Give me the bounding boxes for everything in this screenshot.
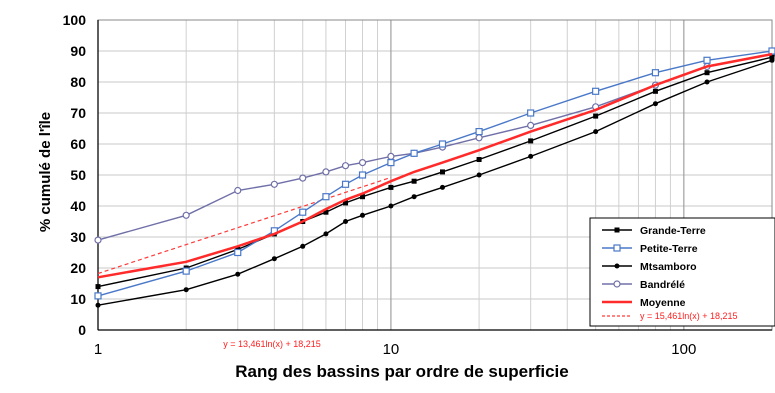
data-point bbox=[94, 236, 102, 244]
legend-trendline-label: y = 15,461ln(x) + 18,215 bbox=[640, 311, 738, 321]
data-point bbox=[234, 186, 242, 195]
data-point bbox=[343, 219, 349, 224]
legend-label: Mtsamboro bbox=[640, 261, 697, 273]
data-point bbox=[341, 180, 350, 188]
data-point bbox=[528, 153, 534, 159]
y-axis-label: % cumulé de l'île bbox=[37, 112, 54, 232]
data-point bbox=[387, 152, 395, 160]
data-point bbox=[234, 248, 242, 257]
data-point bbox=[704, 70, 710, 76]
data-point bbox=[94, 292, 102, 300]
data-point bbox=[527, 109, 535, 117]
data-point bbox=[411, 194, 417, 200]
y-tick-label: 10 bbox=[70, 291, 86, 307]
trendline-annotation: y = 13,461ln(x) + 18,215 bbox=[223, 339, 321, 349]
legend-label: Grande-Terre bbox=[640, 225, 706, 237]
legend: Grande-Terre Petite-Terre Mtsamboro Bandrél… bbox=[589, 217, 775, 327]
legend-box bbox=[589, 217, 775, 327]
data-point bbox=[651, 69, 660, 77]
y-tick-label: 80 bbox=[70, 74, 86, 90]
x-tick-label: 10 bbox=[383, 341, 400, 358]
legend-label: Moyenne bbox=[640, 297, 686, 309]
data-point bbox=[270, 180, 278, 188]
data-point bbox=[358, 159, 367, 167]
data-point bbox=[360, 212, 366, 218]
series-mtsamboro bbox=[95, 57, 775, 308]
data-point bbox=[182, 211, 190, 219]
data-point bbox=[769, 54, 775, 60]
data-point bbox=[593, 129, 599, 135]
data-point bbox=[411, 178, 417, 184]
data-point bbox=[235, 271, 241, 277]
data-point bbox=[476, 157, 482, 162]
y-tick-label: 100 bbox=[63, 12, 87, 28]
data-point bbox=[592, 87, 600, 95]
y-tick-label: 70 bbox=[70, 105, 86, 121]
series-layer bbox=[94, 47, 775, 308]
legend-marker bbox=[613, 280, 621, 288]
data-point bbox=[358, 171, 367, 179]
x-tick-label: 100 bbox=[671, 341, 696, 358]
data-point bbox=[95, 284, 101, 290]
x-tick-label: 1 bbox=[94, 341, 102, 358]
data-point bbox=[527, 121, 535, 130]
y-tick-label: 0 bbox=[78, 322, 86, 338]
legend-label: Petite-Terre bbox=[640, 243, 698, 255]
data-point bbox=[476, 172, 482, 178]
data-point bbox=[271, 256, 277, 262]
y-tick-label: 60 bbox=[70, 136, 86, 152]
data-point bbox=[360, 194, 366, 200]
series-moyenne bbox=[97, 52, 773, 279]
y-tick-label: 50 bbox=[70, 167, 86, 183]
series-line bbox=[97, 52, 773, 279]
data-point bbox=[475, 134, 483, 142]
data-point bbox=[388, 203, 394, 209]
data-point bbox=[323, 209, 329, 215]
data-point bbox=[387, 159, 395, 167]
legend-label: Bandrélé bbox=[640, 279, 685, 291]
data-point bbox=[299, 174, 307, 182]
data-point bbox=[475, 128, 483, 136]
y-tick-label: 20 bbox=[70, 260, 86, 276]
y-tick-label: 40 bbox=[70, 198, 86, 214]
data-point bbox=[341, 162, 350, 170]
data-point bbox=[322, 193, 330, 201]
data-point bbox=[528, 138, 534, 144]
data-point bbox=[410, 149, 418, 157]
trendline bbox=[97, 176, 392, 275]
data-point bbox=[593, 113, 599, 119]
y-tick-label: 30 bbox=[70, 229, 86, 245]
data-point bbox=[183, 287, 189, 293]
data-point bbox=[322, 168, 330, 176]
data-point bbox=[323, 231, 329, 237]
data-point bbox=[704, 79, 710, 85]
data-point bbox=[438, 140, 447, 148]
legend-marker bbox=[613, 244, 621, 252]
data-point bbox=[768, 47, 775, 55]
data-point bbox=[182, 267, 190, 275]
data-point bbox=[343, 200, 349, 206]
data-point bbox=[439, 184, 445, 190]
series-bandr-l- bbox=[94, 50, 775, 244]
data-point bbox=[388, 184, 394, 190]
y-tick-label: 90 bbox=[70, 43, 86, 59]
x-axis-label: Rang des bassins par ordre de superficie bbox=[235, 362, 569, 381]
data-point bbox=[769, 57, 775, 63]
data-point bbox=[652, 88, 658, 94]
data-point bbox=[439, 169, 445, 175]
data-point bbox=[703, 56, 711, 64]
data-point bbox=[95, 302, 101, 308]
axes bbox=[97, 19, 773, 331]
legend-marker bbox=[614, 227, 620, 233]
legend-items: Grande-Terre Petite-Terre Mtsamboro Bandrél… bbox=[602, 225, 706, 317]
data-point bbox=[652, 101, 658, 107]
data-point bbox=[300, 243, 306, 249]
data-point bbox=[299, 208, 307, 216]
legend-marker bbox=[614, 263, 620, 269]
